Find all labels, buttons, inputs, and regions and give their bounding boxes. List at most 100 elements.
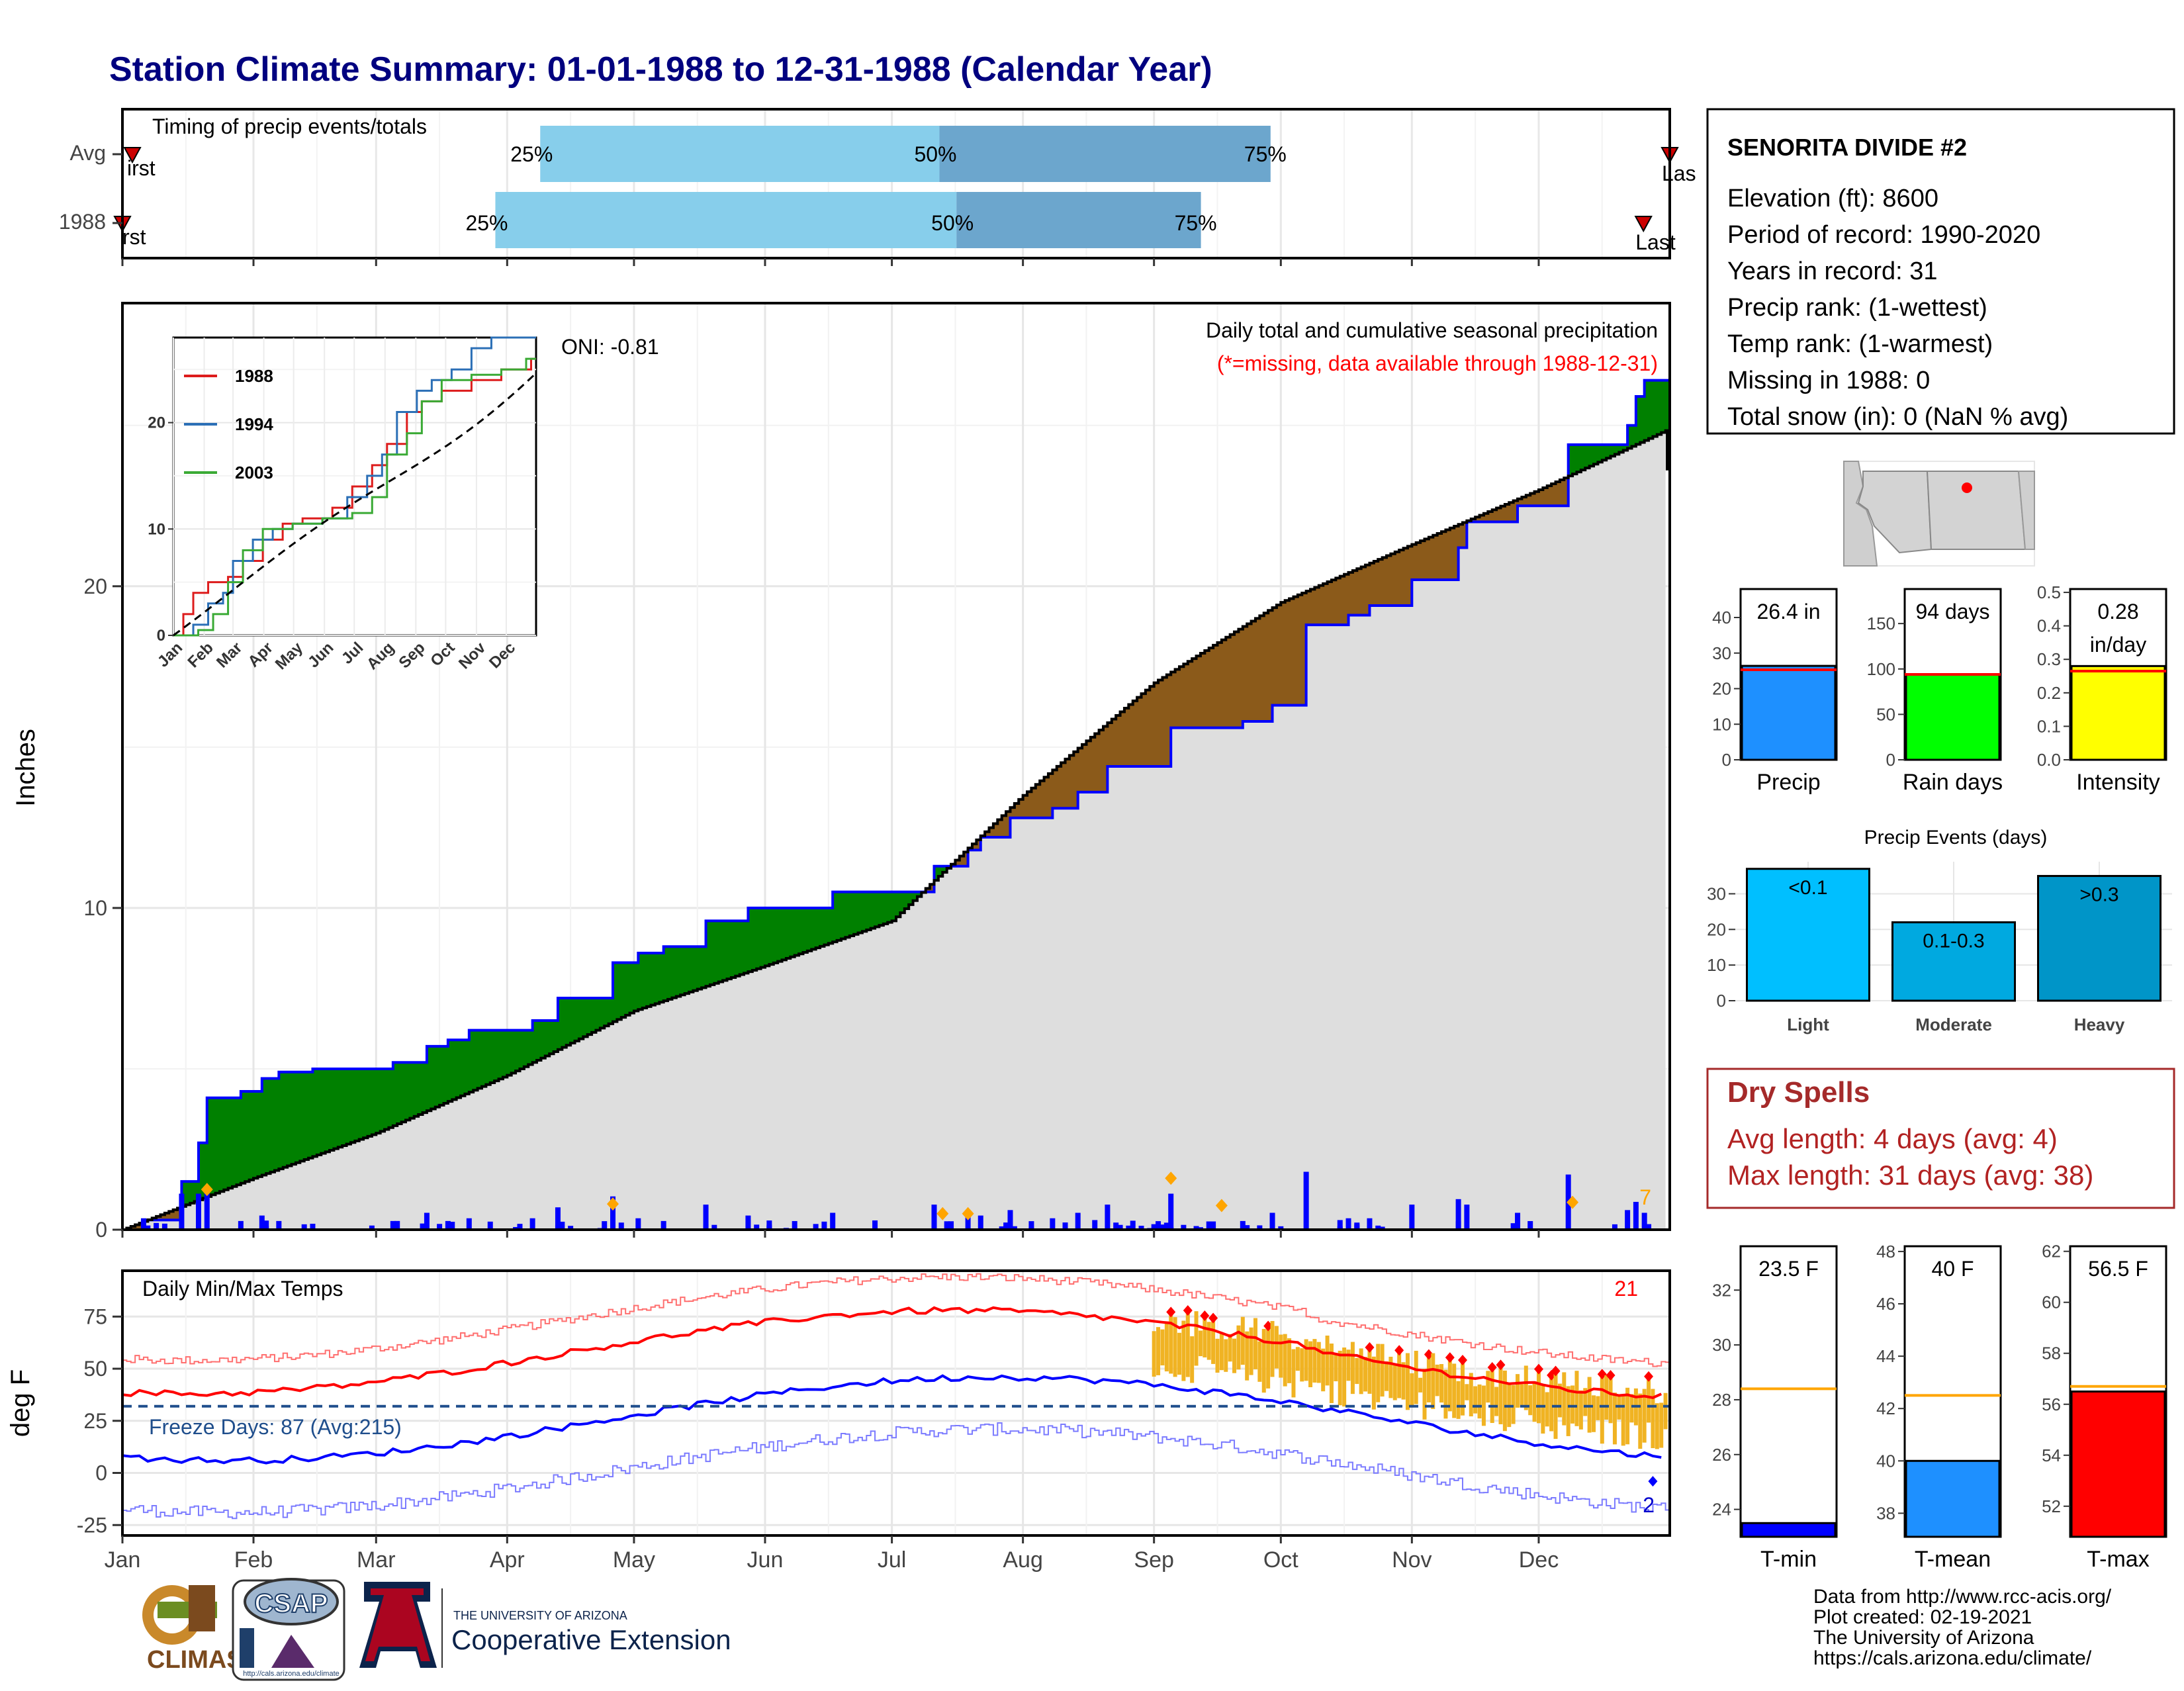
- temp-chart-ytick-label: 44: [1876, 1346, 1895, 1366]
- temp-plot-bg: [122, 1271, 1670, 1535]
- timing-pct-label: 25%: [510, 142, 553, 166]
- daily-precip-bar: [813, 1224, 819, 1230]
- daily-temp-range-bar: [1574, 1371, 1579, 1426]
- daily-precip-bar: [948, 1221, 954, 1230]
- temp-chart-ytick-label: 28: [1712, 1390, 1731, 1410]
- precip-event-count: 7: [1639, 1185, 1651, 1209]
- missing-note: (*=missing, data available through 1988-…: [1217, 351, 1658, 375]
- daily-precip-bar: [568, 1226, 574, 1230]
- precip-events-chart: Precip Events (days) 0 10 20 30 <0.1 Light 0.1…: [1707, 827, 2172, 1034]
- daily-precip-bar: [1168, 1226, 1174, 1230]
- daily-temp-range-bar: [1566, 1386, 1570, 1436]
- inset-series-1988: [173, 357, 536, 637]
- daily-temp-range-bar: [1359, 1348, 1363, 1394]
- daily-temp-range-bar: [1257, 1341, 1262, 1382]
- temp-ytick-label: 50: [83, 1357, 107, 1381]
- daily-precip-bar: [445, 1220, 451, 1230]
- daily-precip-bar: [390, 1220, 396, 1230]
- daily-temp-range-bar: [1469, 1373, 1473, 1417]
- daily-temp-range-bar: [1224, 1339, 1228, 1372]
- daily-temp-range-bar: [1321, 1348, 1326, 1392]
- daily-precip-bar: [1113, 1222, 1119, 1230]
- daily-precip-bar: [1612, 1224, 1617, 1230]
- station-info-line: Period of record: 1990-2020: [1727, 221, 2040, 249]
- daily-temp-range-bar: [1342, 1348, 1347, 1407]
- daily-temp-range-bar: [1498, 1365, 1503, 1424]
- daily-precip-bar: [792, 1220, 797, 1230]
- daily-precip-bar: [517, 1224, 523, 1230]
- daily-temp-range-bar: [1612, 1393, 1617, 1445]
- heavy-event-marker: [962, 1207, 974, 1220]
- mini-chart-xlabel: Rain days: [1903, 770, 2003, 795]
- mini-chart-ytick-label: 0: [1886, 750, 1895, 770]
- station-info-line: Elevation (ft): 8600: [1727, 185, 1938, 212]
- ua-logo-big-text: Cooperative Extension: [451, 1624, 731, 1655]
- timing-bar-early: [540, 126, 940, 182]
- inset-ytick-label: 20: [148, 414, 165, 432]
- daily-precip-bar: [1163, 1222, 1169, 1230]
- daily-precip-bar: [1130, 1220, 1136, 1230]
- daily-precip-bar: [1138, 1226, 1144, 1230]
- temp-chart-ytick-label: 38: [1876, 1503, 1895, 1523]
- temp-chart-ytick-label: 46: [1876, 1294, 1895, 1314]
- mini-chart-ytick-label: 150: [1867, 614, 1895, 633]
- daily-temp-range-bar: [1583, 1388, 1588, 1416]
- daily-precip-bar: [1269, 1212, 1275, 1230]
- daily-precip-bar: [1126, 1225, 1132, 1230]
- daily-temp-range-bar: [1228, 1334, 1232, 1362]
- daily-temp-range-bar: [1253, 1318, 1257, 1369]
- mini-chart-ytick-label: 0: [1722, 750, 1731, 770]
- record-high-marker: [1496, 1359, 1506, 1371]
- daily-temp-range-bar: [1557, 1383, 1562, 1418]
- daily-precip-bar: [635, 1218, 641, 1230]
- daily-temp-range-bar: [1397, 1350, 1402, 1398]
- daily-temp-range-bar: [1490, 1367, 1494, 1424]
- daily-temp-range-bar: [1245, 1331, 1250, 1381]
- daily-temp-range-bar: [1638, 1393, 1643, 1449]
- daily-temp-range-bar: [1536, 1369, 1541, 1424]
- record-high-marker: [1644, 1371, 1654, 1382]
- daily-precip-bar: [1075, 1212, 1081, 1230]
- temp-chart-ytick-label: 30: [1712, 1335, 1731, 1355]
- daily-precip-bar: [1464, 1205, 1470, 1230]
- first-event-label: rst: [122, 225, 146, 249]
- dry-spells-title: Dry Spells: [1727, 1076, 1870, 1109]
- daily-temp-range-bar: [1460, 1360, 1465, 1416]
- csap-logo-url: http://cals.arizona.edu/climate: [243, 1670, 340, 1678]
- daily-precip-bar: [238, 1220, 244, 1230]
- daily-precip-bar: [1510, 1223, 1516, 1230]
- daily-precip-bar: [263, 1220, 269, 1230]
- events-bar-label: 0.1-0.3: [1923, 931, 1984, 952]
- temp-ytick-label: 75: [83, 1304, 107, 1328]
- daily-temp-range-bar: [1249, 1327, 1253, 1375]
- timing-title: Timing of precip events/totals: [152, 114, 427, 138]
- daily-temp-range-bar: [1405, 1353, 1410, 1410]
- events-bar: [2037, 875, 2161, 1002]
- csap-logo: CSAP http://cals.arizona.edu/climate: [232, 1578, 345, 1681]
- daily-precip-bar: [466, 1218, 472, 1230]
- daily-temp-range-bar: [1621, 1396, 1625, 1446]
- month-label: Dec: [1519, 1547, 1559, 1573]
- inset-legend-label: 1988: [235, 366, 273, 386]
- daily-precip-bar: [1409, 1205, 1415, 1230]
- mini-chart-value: 94 days: [1915, 600, 1989, 623]
- temp-chart-value: 56.5 F: [2088, 1257, 2148, 1281]
- first-event-label: irst: [127, 156, 156, 180]
- daily-temp-range-bar: [1511, 1385, 1516, 1424]
- heavy-event-marker: [607, 1197, 619, 1211]
- month-label: Sep: [1134, 1547, 1174, 1573]
- daily-temp-range-bar: [1316, 1342, 1321, 1383]
- daily-precip-bar: [1050, 1218, 1056, 1230]
- daily-temp-range-bar: [1477, 1384, 1482, 1419]
- daily-temp-range-bar: [1156, 1327, 1161, 1375]
- daily-temp-range-bar: [1431, 1353, 1435, 1409]
- daily-precip-bar: [1193, 1226, 1199, 1230]
- temp-chart-ytick-label: 40: [1876, 1451, 1895, 1471]
- daily-temp-range-bar: [1456, 1381, 1461, 1419]
- cumulative-1988-line: [122, 379, 1670, 1231]
- station-name: SENORITA DIVIDE #2: [1727, 134, 1967, 161]
- daily-precip-bar: [145, 1225, 151, 1230]
- heavy-event-marker: [201, 1183, 213, 1197]
- daily-precip-bar: [195, 1193, 201, 1230]
- record-high-marker: [1394, 1345, 1404, 1356]
